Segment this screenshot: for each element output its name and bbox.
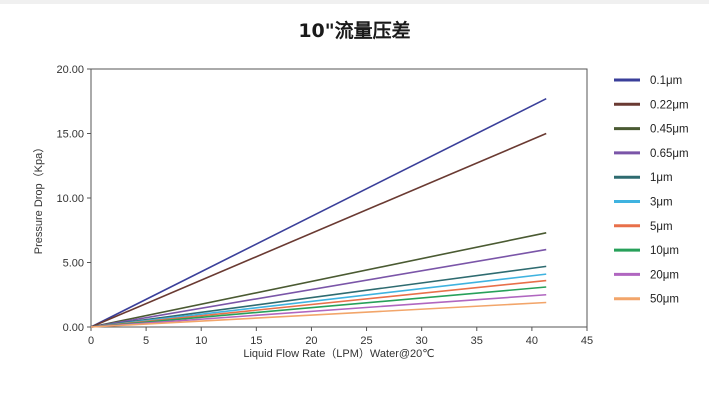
x-tick-label: 45 — [581, 335, 593, 347]
y-tick-label: 5.00 — [63, 258, 84, 270]
x-tick-label: 5 — [143, 335, 149, 347]
x-tick-label: 35 — [471, 335, 483, 347]
x-tick-label: 15 — [250, 335, 262, 347]
plot-frame — [90, 68, 588, 328]
series-line — [90, 232, 547, 328]
legend-label: 20μm — [650, 269, 679, 281]
legend-label: 10μm — [650, 245, 679, 257]
legend-label: 0.65μm — [650, 148, 689, 160]
series-line — [90, 301, 547, 328]
legend-label: 0.45μm — [650, 124, 689, 136]
x-tick-label: 0 — [88, 335, 94, 347]
x-tick-label: 10 — [195, 335, 207, 347]
top-strip — [0, 0, 709, 4]
series-line — [90, 248, 547, 328]
y-tick-label: 10.00 — [56, 193, 84, 205]
x-tick-label: 25 — [360, 335, 372, 347]
legend-label: 0.1μm — [650, 75, 682, 87]
series-line — [90, 293, 547, 328]
x-tick-label: 40 — [526, 335, 538, 347]
y-axis-label: Pressure Drop（Kpa） — [32, 142, 45, 255]
y-tick-label: 20.00 — [56, 64, 84, 76]
x-tick-label: 30 — [416, 335, 428, 347]
legend-label: 5μm — [650, 221, 673, 233]
series-line — [90, 265, 547, 328]
series-line — [90, 273, 547, 328]
y-tick-label: 0.00 — [63, 322, 84, 334]
x-tick-label: 20 — [305, 335, 317, 347]
y-tick-label: 15.00 — [56, 129, 84, 141]
chart-title: 10"流量压差 — [298, 20, 411, 42]
legend-label: 3μm — [650, 197, 673, 209]
series-line — [90, 279, 547, 328]
series-line — [90, 97, 547, 328]
legend-label: 1μm — [650, 172, 673, 184]
legend-label: 0.22μm — [650, 99, 689, 111]
legend-label: 50μm — [650, 294, 679, 306]
x-axis-label: Liquid Flow Rate（LPM）Water@20℃ — [243, 347, 434, 360]
series-line — [90, 286, 547, 328]
series-line — [90, 132, 547, 328]
